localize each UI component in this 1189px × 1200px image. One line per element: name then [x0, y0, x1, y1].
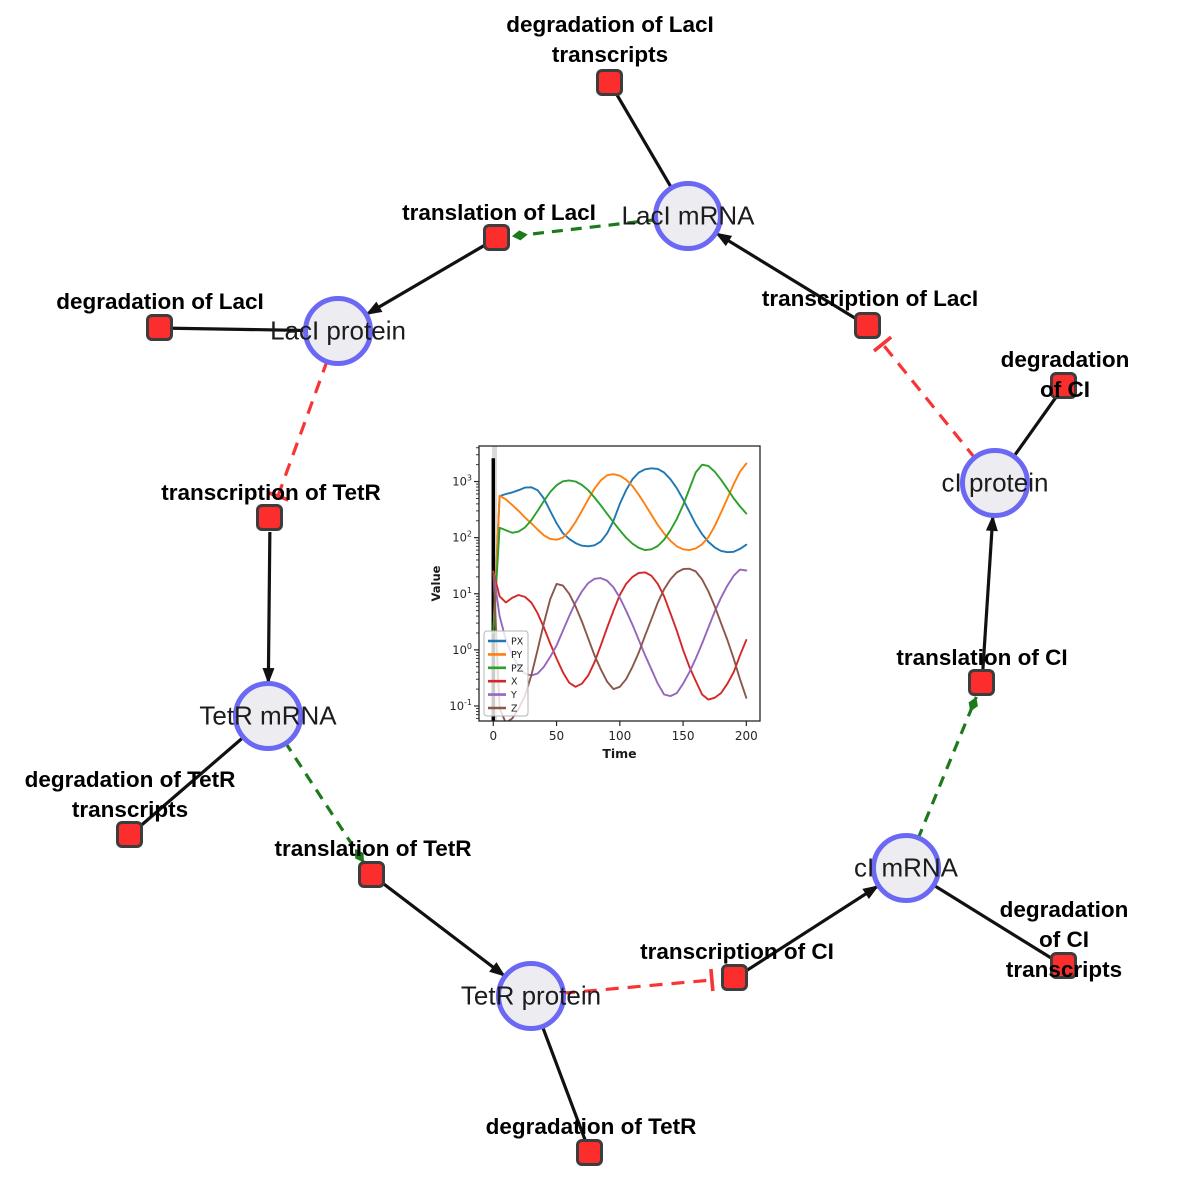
- x-tick-label: 200: [735, 729, 758, 743]
- edge-consumption-ci_protein-deg_ci: [1011, 395, 1058, 459]
- timecourse-plot: 0 50 100 150 20010-1100101102103TimeValuePXP…: [430, 425, 786, 777]
- species-label-ci_mrna: cI mRNA: [854, 852, 958, 883]
- y-tick-label: 103: [452, 474, 472, 489]
- species-node-tetr_protein[interactable]: [496, 961, 566, 1031]
- edge-inhibition-ci_protein-transcription_laci: [872, 335, 977, 460]
- series-Z: [492, 567, 748, 721]
- species-node-laci_protein[interactable]: [303, 296, 373, 366]
- species-node-tetr_mrna[interactable]: [233, 681, 303, 751]
- reaction-label-translation_tetr: translation of TetR: [274, 836, 472, 861]
- legend-label-PY: PY: [511, 650, 523, 661]
- reaction-label-transcription_ci: transcription of CI: [640, 939, 834, 964]
- reaction-node-translation_tetr[interactable]: [358, 861, 385, 888]
- legend-label-PX: PX: [511, 637, 524, 648]
- reaction-node-translation_ci[interactable]: [968, 669, 995, 696]
- edge-consumption-tetr_protein-deg_tetr: [540, 1024, 587, 1142]
- reaction-label-deg_laci: degradation of LacI: [56, 289, 264, 314]
- reaction-node-deg_ci_tr[interactable]: [1050, 952, 1077, 979]
- x-tick-label: 50: [549, 729, 564, 743]
- reaction-node-transcription_ci[interactable]: [721, 964, 748, 991]
- reaction-label-deg_ci_tr: degradation of CI transcripts: [999, 897, 1129, 982]
- species-label-laci_protein: LacI protein: [270, 315, 406, 346]
- edge-modifier-tetr_mrna-translation_tetr: [283, 741, 366, 864]
- edge-production-translation_tetr-tetr_protein: [382, 882, 507, 978]
- reaction-label-deg_tetr_tr: degradation of TetR transcripts: [24, 767, 236, 822]
- legend: PX PY PZ XYZ: [483, 630, 529, 717]
- legend-label-Y: Y: [510, 690, 517, 701]
- y-tick-label: 101: [452, 586, 472, 601]
- reaction-node-transcription_tetr[interactable]: [256, 504, 283, 531]
- reaction-node-deg_laci[interactable]: [146, 314, 173, 341]
- series-PZ: [492, 463, 748, 634]
- x-axis-title: Time: [602, 746, 636, 761]
- species-node-laci_mrna[interactable]: [653, 181, 723, 251]
- edge-production-transcription_tetr-tetr_mrna: [262, 531, 275, 685]
- legend-label-Z: Z: [511, 704, 518, 715]
- legend-label-PZ: PZ: [511, 663, 524, 674]
- edge-modifier-ci_mrna-translation_ci: [916, 696, 978, 840]
- edge-consumption-ci_mrna-deg_ci_tr: [931, 882, 1054, 961]
- reaction-label-transcription_laci: transcription of LacI: [761, 286, 979, 311]
- edge-production-translation_laci-laci_protein: [364, 243, 486, 317]
- species-label-tetr_protein: TetR protein: [460, 980, 602, 1011]
- y-axis-title: Value: [430, 565, 443, 601]
- reaction-node-deg_tetr[interactable]: [576, 1139, 603, 1166]
- reaction-node-deg_ci[interactable]: [1050, 372, 1077, 399]
- series-X: [492, 570, 748, 701]
- legend-label-X: X: [511, 677, 518, 688]
- edge-inhibition-tetr_protein-transcription_ci: [561, 968, 715, 995]
- species-label-tetr_mrna: TetR mRNA: [199, 700, 337, 731]
- edge-production-transcription_ci-ci_mrna: [745, 883, 880, 972]
- reaction-label-translation_laci: translation of LacI: [402, 200, 596, 225]
- edge-consumption-laci_mrna-deg_laci_tr: [615, 93, 674, 191]
- species-node-ci_mrna[interactable]: [871, 833, 941, 903]
- species-label-laci_mrna: LacI mRNA: [621, 200, 755, 231]
- series-Y: [492, 568, 748, 698]
- reaction-node-deg_laci_tr[interactable]: [596, 69, 623, 96]
- reaction-label-deg_tetr: degradation of TetR: [485, 1114, 697, 1139]
- edge-consumption-laci_protein-deg_laci: [172, 326, 308, 333]
- reaction-node-deg_tetr_tr[interactable]: [116, 821, 143, 848]
- series-PY: [492, 462, 748, 634]
- species-label-ci_protein: cI protein: [941, 467, 1049, 498]
- x-tick-label: 100: [608, 729, 631, 743]
- reaction-node-transcription_laci[interactable]: [854, 312, 881, 339]
- x-tick-label: 150: [672, 729, 695, 743]
- y-tick-label: 100: [452, 642, 472, 657]
- y-tick-label: 102: [452, 530, 472, 545]
- reaction-label-translation_ci: translation of CI: [896, 645, 1068, 670]
- y-tick-label: 10-1: [449, 698, 472, 713]
- edge-production-transcription_laci-laci_mrna: [714, 231, 857, 321]
- edge-modifier-laci_mrna-translation_laci: [511, 217, 658, 241]
- reaction-label-transcription_tetr: transcription of TetR: [161, 480, 381, 505]
- series-PX: [492, 467, 748, 634]
- edge-production-translation_ci-ci_protein: [981, 514, 998, 670]
- reaction-node-translation_laci[interactable]: [483, 224, 510, 251]
- x-tick-label: 0: [489, 729, 497, 743]
- edge-consumption-tetr_mrna-deg_tetr_tr: [138, 735, 246, 828]
- reaction-label-deg_laci_tr: degradation of LacI transcripts: [506, 12, 714, 67]
- edge-inhibition-laci_protein-transcription_tetr: [266, 359, 329, 502]
- reaction-label-deg_ci: degradation of CI: [1000, 347, 1130, 402]
